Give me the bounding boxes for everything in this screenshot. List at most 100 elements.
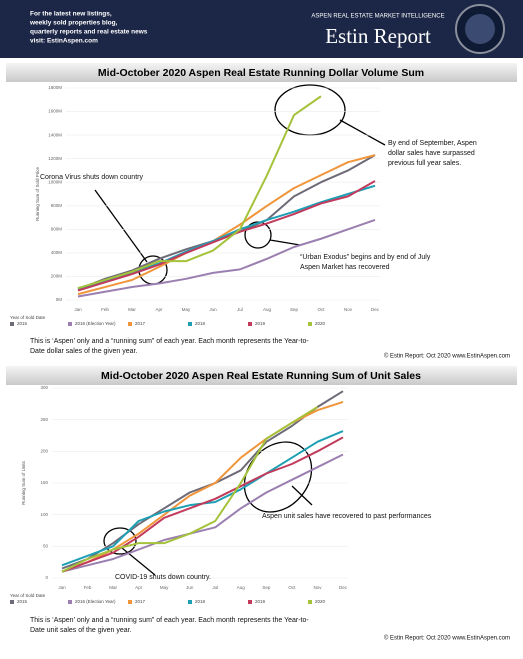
x-tick-label: Aug: [263, 307, 272, 312]
legend-swatch: [10, 600, 14, 604]
series-line: [61, 436, 344, 573]
x-tick-label: Jun: [209, 307, 217, 312]
x-tick-label: Sep: [290, 307, 299, 312]
legend-swatch: [68, 600, 72, 604]
legend-label: 2017: [135, 599, 146, 604]
x-tick-label: Jan: [74, 307, 82, 312]
arrow: [339, 119, 386, 146]
series-line: [61, 453, 344, 573]
header-line: weekly sold properties blog,: [29, 20, 118, 27]
legend-swatch: [128, 600, 132, 604]
title-bar: [6, 63, 517, 82]
y-tick-label: 300: [40, 385, 48, 390]
x-tick-label: Dec: [371, 307, 380, 312]
legend-swatch: [188, 600, 192, 604]
series-line: [61, 406, 318, 573]
series-line: [77, 154, 376, 296]
y-tick-label: 1800M: [48, 85, 62, 90]
y-axis-label: Running Sum of Units: [21, 460, 26, 505]
footer: © Estin Report: Oct 2020 www.EstinAspen.…: [384, 635, 510, 642]
header-band: [0, 0, 523, 58]
annotation: Aspen Market has recovered: [300, 264, 390, 271]
x-tick-label: Apr: [155, 307, 163, 312]
y-axis-label: Running Sum of Sold Price: [35, 166, 40, 221]
chart-title: Mid-October 2020 Aspen Real Estate Runni…: [101, 370, 421, 382]
annotation: “Urban Exodus” begins and by end of July: [300, 254, 431, 261]
y-tick-label: 1600M: [48, 109, 62, 114]
legend-label: 2019: [255, 599, 266, 604]
legend-label: 2015: [17, 321, 28, 326]
x-tick-label: Dec: [339, 585, 348, 590]
x-tick-label: Feb: [84, 585, 92, 590]
chart-title: Mid-October 2020 Aspen Real Estate Runni…: [98, 67, 424, 79]
y-tick-label: 150: [40, 480, 48, 485]
series-line: [61, 390, 344, 570]
annotation: By end of September, Aspen: [388, 140, 477, 147]
x-tick-label: Oct: [288, 585, 296, 590]
caption: This is ‘Aspen’ only and a “running sum”…: [30, 617, 309, 624]
x-tick-label: Sep: [262, 585, 271, 590]
legend-label: 2016 (Election Year): [75, 321, 116, 326]
caption: Date dollar sales of the given year.: [30, 348, 137, 355]
legend-swatch: [248, 322, 252, 326]
header-line: quarterly reports and real estate news: [30, 29, 148, 36]
x-tick-label: Jul: [212, 585, 218, 590]
series-line: [77, 218, 376, 298]
x-tick-label: Jul: [237, 307, 243, 312]
annotation: Aspen unit sales have recovered to past …: [262, 513, 432, 520]
y-tick-label: 200M: [51, 274, 63, 279]
legend-label: 2016 (Election Year): [75, 599, 116, 604]
legend-label: 2020: [315, 321, 326, 326]
legend-swatch: [308, 600, 312, 604]
y-tick-label: 600M: [51, 227, 63, 232]
annotation: COVID-19 shuts down country.: [115, 574, 211, 581]
legend-swatch: [10, 322, 14, 326]
y-tick-label: 0: [45, 575, 48, 580]
y-tick-label: 1000M: [48, 179, 62, 184]
arrow: [291, 485, 313, 506]
legend-title: Year of Sold Date: [10, 593, 46, 598]
x-tick-label: Aug: [237, 585, 246, 590]
y-tick-label: 100: [40, 512, 48, 517]
arrow: [94, 189, 148, 263]
series-line: [77, 95, 322, 290]
x-tick-label: May: [160, 585, 169, 590]
legend-label: 2019: [255, 321, 266, 326]
brand: Estin Report: [325, 24, 431, 48]
x-tick-label: Feb: [101, 307, 109, 312]
legend-label: 2018: [195, 321, 206, 326]
header-line: visit: EstinAspen.com: [30, 38, 98, 45]
y-tick-label: 800M: [51, 203, 63, 208]
legend-swatch: [128, 322, 132, 326]
caption: This is ‘Aspen’ only and a “running sum”…: [30, 338, 309, 345]
x-tick-label: Oct: [317, 307, 325, 312]
legend-label: 2015: [17, 599, 28, 604]
series-line: [77, 184, 376, 290]
logo-inner: [465, 14, 495, 44]
y-tick-label: 400M: [51, 250, 63, 255]
legend-swatch: [188, 322, 192, 326]
annotation: Corona Virus shuts down country: [40, 174, 143, 181]
header-line: For the latest new listings,: [30, 11, 112, 18]
annotation: dollar sales have surpassed: [388, 150, 475, 157]
legend-swatch: [248, 600, 252, 604]
caption: Date unit sales of the given year.: [30, 627, 132, 634]
x-tick-label: Nov: [344, 307, 353, 312]
y-tick-label: 250: [40, 417, 48, 422]
tagline: ASPEN REAL ESTATE MARKET INTELLIGENCE: [311, 14, 444, 20]
series-line: [77, 180, 376, 292]
legend-label: 2017: [135, 321, 146, 326]
legend-label: 2018: [195, 599, 206, 604]
legend-label: 2020: [315, 599, 326, 604]
y-tick-label: 1200M: [48, 156, 62, 161]
title-bar: [6, 366, 517, 385]
x-tick-label: Jun: [186, 585, 194, 590]
x-tick-label: Jan: [58, 585, 66, 590]
arrow: [269, 239, 301, 246]
y-tick-label: 1400M: [48, 132, 62, 137]
footer: © Estin Report: Oct 2020 www.EstinAspen.…: [384, 353, 510, 360]
highlight-circle: [103, 527, 137, 555]
legend-swatch: [308, 322, 312, 326]
